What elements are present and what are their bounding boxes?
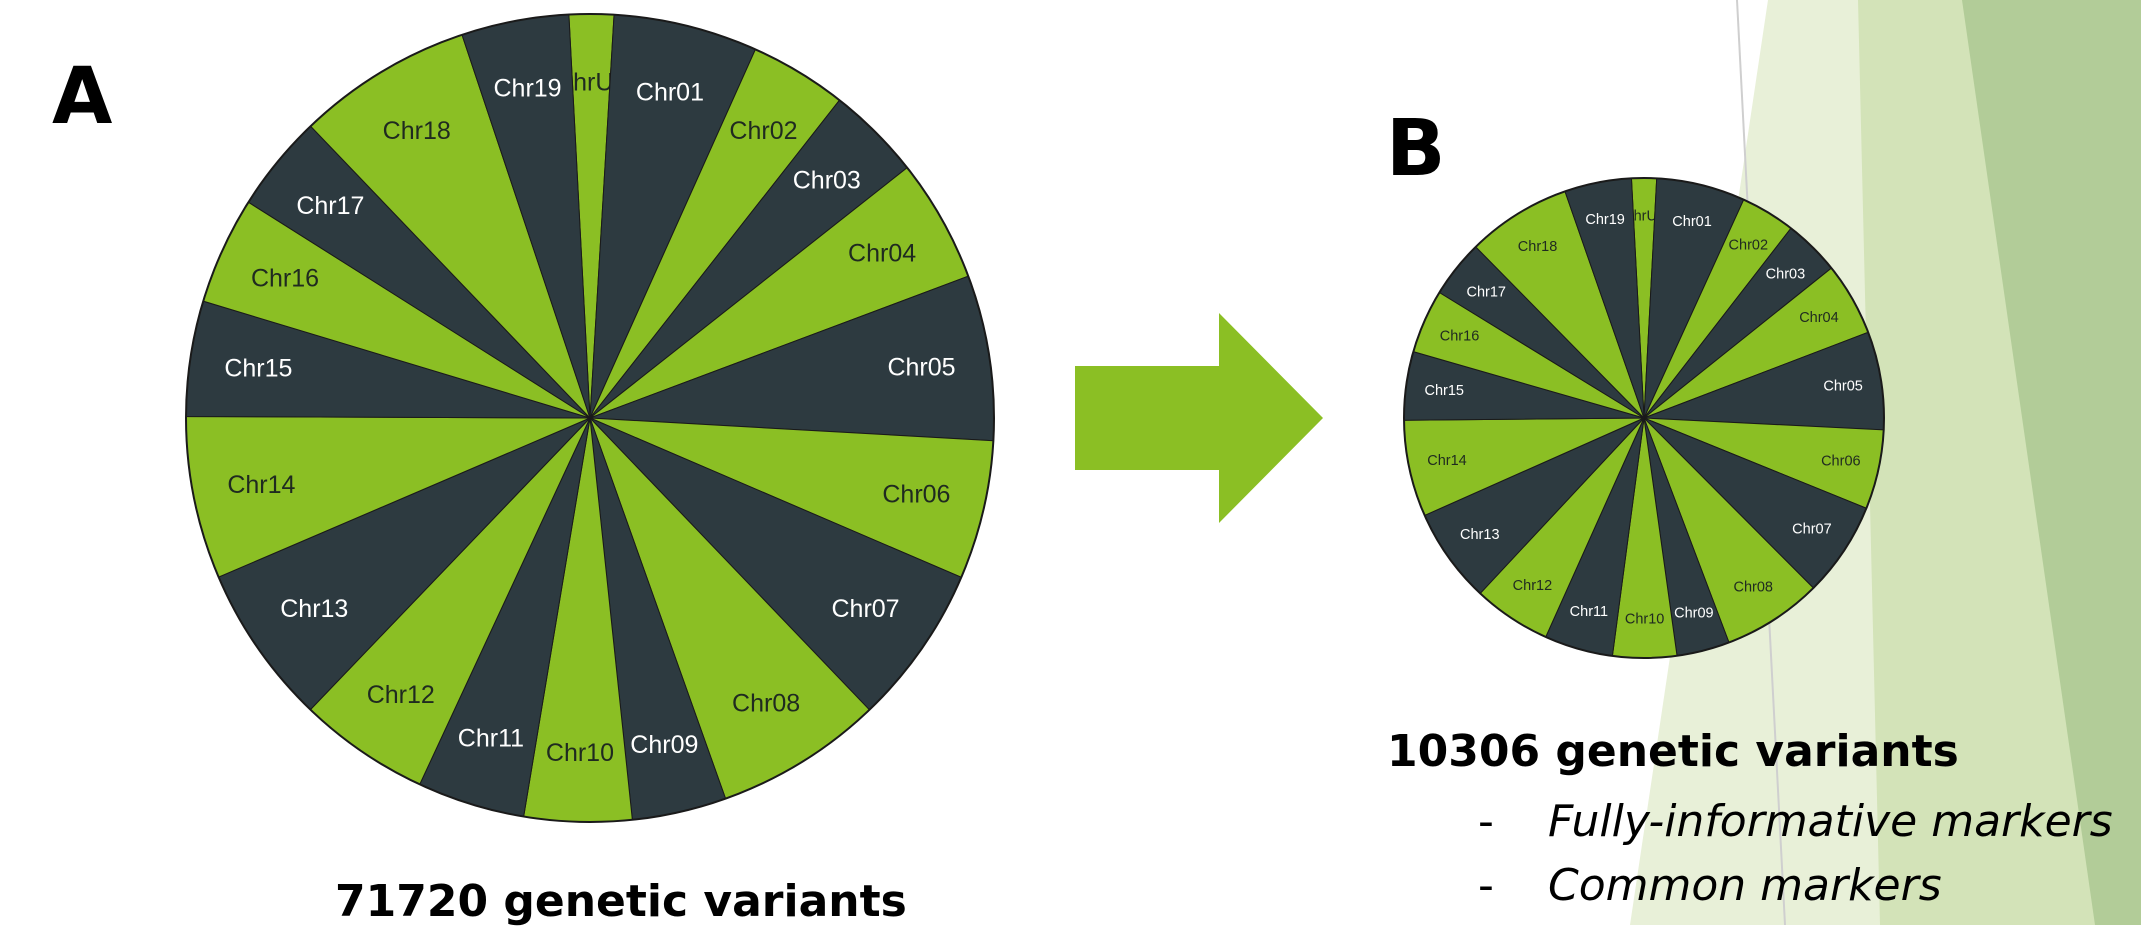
slice-label-chr05: Chr05 xyxy=(887,354,955,382)
slice-label-chr19: Chr19 xyxy=(493,75,561,103)
bullet-marker: - xyxy=(1478,860,1494,911)
slice-label-chr14: Chr14 xyxy=(227,471,295,499)
slice-label-chr14: Chr14 xyxy=(1427,453,1467,469)
panel-b-letter: B xyxy=(1386,104,1446,194)
slice-label-chr18: Chr18 xyxy=(383,117,451,145)
slice-label-chr17: Chr17 xyxy=(1467,284,1507,300)
background-stripe-dark xyxy=(1962,0,2141,925)
slice-label-chr11: Chr11 xyxy=(1570,604,1608,620)
slice-label-chr06: Chr06 xyxy=(1821,454,1861,470)
panel-b-caption: 10306 genetic variants xyxy=(1387,726,1959,777)
bullet-item: - Common markers xyxy=(1478,854,2113,918)
slice-label-chr03: Chr03 xyxy=(1766,266,1806,282)
slice-label-chr09: Chr09 xyxy=(1674,605,1714,621)
panel-b-bullet-list: - Fully-informative markers - Common marke… xyxy=(1478,790,2113,918)
pie-outline xyxy=(185,13,995,823)
slice-label-chr08: Chr08 xyxy=(732,689,800,717)
bullet-text: Common markers xyxy=(1548,860,1942,911)
bullet-text: Fully-informative markers xyxy=(1548,796,2113,847)
slice-label-chr15: Chr15 xyxy=(224,354,292,382)
slice-label-chr12: Chr12 xyxy=(1513,578,1553,594)
slice-label-chr15: Chr15 xyxy=(1424,383,1464,399)
slice-label-chr12: Chr12 xyxy=(367,681,435,709)
bullet-item: - Fully-informative markers xyxy=(1478,790,2113,854)
slice-label-chr04: Chr04 xyxy=(848,239,916,267)
panel-a-letter: A xyxy=(52,52,113,142)
slice-label-chr16: Chr16 xyxy=(1440,329,1480,345)
slice-label-chr01: Chr01 xyxy=(1672,214,1712,230)
bullet-marker: - xyxy=(1478,796,1494,847)
slice-label-chr17: Chr17 xyxy=(296,192,364,220)
pie-outline xyxy=(1403,177,1885,659)
slice-label-chr11: Chr11 xyxy=(458,724,524,752)
slice-label-chr19: Chr19 xyxy=(1585,212,1625,228)
slice-label-chr06: Chr06 xyxy=(882,481,950,509)
panel-a-caption: 71720 genetic variants xyxy=(335,876,907,927)
slice-label-chr13: Chr13 xyxy=(1460,527,1500,543)
right-arrow-icon xyxy=(1075,313,1323,523)
slice-label-chr08: Chr08 xyxy=(1733,579,1773,595)
slice-label-chr07: Chr07 xyxy=(1792,522,1832,538)
slice-label-chr07: Chr07 xyxy=(832,595,900,623)
slice-label-chr09: Chr09 xyxy=(630,731,698,759)
slice-label-chr01: Chr01 xyxy=(636,78,704,106)
slice-label-chr16: Chr16 xyxy=(251,265,319,293)
slice-label-chr02: Chr02 xyxy=(729,117,797,145)
slice-label-chr03: Chr03 xyxy=(793,167,861,195)
slice-label-chr05: Chr05 xyxy=(1823,378,1863,394)
slice-label-chr02: Chr02 xyxy=(1729,237,1769,253)
slice-label-chr04: Chr04 xyxy=(1799,310,1839,326)
slice-label-chr18: Chr18 xyxy=(1518,239,1558,255)
slice-label-chr10: Chr10 xyxy=(1625,612,1665,628)
slice-label-chr13: Chr13 xyxy=(280,595,348,623)
slice-label-chr10: Chr10 xyxy=(546,739,614,767)
